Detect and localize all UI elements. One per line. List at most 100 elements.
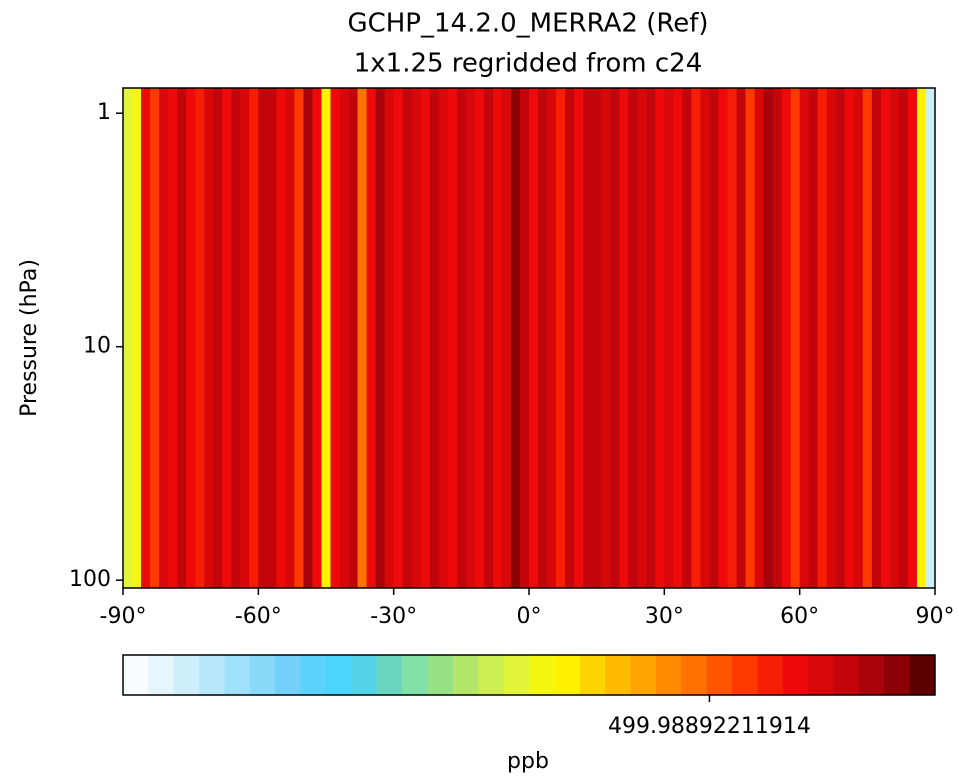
colorbar-swatch (275, 655, 302, 695)
heatmap-cell (150, 88, 160, 588)
heatmap-cell (384, 88, 395, 588)
heatmap-cell (610, 88, 620, 588)
heatmap-cell (745, 88, 755, 588)
heatmap-cell (132, 88, 142, 588)
heatmap-cell (375, 88, 386, 588)
heatmap-cell (402, 88, 413, 588)
heatmap-cell (907, 88, 918, 588)
colorbar-swatch (655, 655, 682, 695)
heatmap-cell (565, 88, 575, 588)
heatmap-cell (529, 88, 539, 588)
heatmap-cell (222, 88, 232, 588)
heatmap-cell (583, 88, 593, 588)
heatmap-cell (619, 88, 629, 588)
heatmap-cell (817, 88, 828, 588)
heatmap-cell (538, 88, 548, 588)
colorbar-swatch (173, 655, 200, 695)
heatmap-cell (871, 88, 882, 588)
colorbar-swatch (478, 655, 505, 695)
heatmap-cell (691, 88, 701, 588)
y-axis-label: Pressure (hPa) (17, 259, 42, 417)
heatmap-cell (898, 88, 909, 588)
colorbar-swatch (123, 655, 149, 695)
heatmap-cell (366, 88, 377, 588)
heatmap-cell (592, 88, 602, 588)
heatmap-cell (321, 88, 331, 588)
colorbar-swatch (554, 655, 581, 695)
heatmap-cell (709, 88, 719, 588)
chart-subtitle: 1x1.25 regridded from c24 (354, 49, 703, 79)
y-tick-label: 100 (69, 567, 111, 592)
heatmap-cell (655, 88, 665, 588)
heatmap-cell (186, 88, 196, 588)
heatmap-cell (168, 88, 178, 588)
colorbar-swatch (300, 655, 327, 695)
heatmap-cell (925, 88, 936, 588)
heatmap-cell (429, 88, 440, 588)
x-tick-label: -60° (235, 604, 282, 629)
heatmap-cell (781, 88, 792, 588)
colorbar-swatch (452, 655, 479, 695)
colorbar-swatch (326, 655, 352, 695)
heatmap-cell (556, 88, 566, 588)
colorbar-swatch (808, 655, 834, 695)
heatmap-cell (637, 88, 647, 588)
colorbar-swatch (503, 655, 530, 695)
y-tick-label: 1 (97, 100, 111, 125)
heatmap-cell (303, 88, 313, 588)
colorbar-swatch (249, 655, 276, 695)
heatmap-cell (727, 88, 737, 588)
heatmap-cell (646, 88, 656, 588)
heatmap-cell (664, 88, 674, 588)
y-tick-label: 10 (83, 334, 111, 359)
heatmap-cell (258, 88, 268, 588)
x-tick-label: 30° (645, 604, 684, 629)
heatmap-cell (862, 88, 873, 588)
heatmap-cell (231, 88, 241, 588)
heatmap-cell (294, 88, 304, 588)
heatmap-cell (159, 88, 169, 588)
heatmap-cell (195, 88, 205, 588)
colorbar-swatch (909, 655, 936, 695)
heatmap-cell (339, 88, 349, 588)
colorbar-swatch (732, 655, 758, 695)
heatmap-cell (267, 88, 277, 588)
heatmap-cell (285, 88, 295, 588)
colorbar-swatch (199, 655, 225, 695)
heatmap-cell (411, 88, 422, 588)
colorbar-label: ppb (507, 749, 549, 774)
colorbar-swatch (630, 655, 657, 695)
colorbar-swatch (681, 655, 708, 695)
heatmap-cell (447, 88, 458, 588)
heatmap-cell (889, 88, 900, 588)
colorbar-frame (122, 654, 936, 696)
heatmap-cell (357, 88, 367, 588)
heatmap-cell (348, 88, 358, 588)
heatmap-cell (799, 88, 810, 588)
heatmap-cell (790, 88, 801, 588)
colorbar-swatch (858, 655, 885, 695)
heatmap-cell (700, 88, 710, 588)
heatmap-cell (519, 88, 530, 588)
heatmap-cell (880, 88, 891, 588)
colorbar-swatch (529, 655, 555, 695)
heatmap-cell (736, 88, 746, 588)
x-tick-label: 60° (780, 604, 819, 629)
heatmap-cell (501, 88, 512, 588)
colorbar-swatch (833, 655, 860, 695)
colorbar-swatch (757, 655, 784, 695)
heatmap-cell (835, 88, 846, 588)
heatmap-cell (853, 88, 864, 588)
heatmap-cell (916, 88, 927, 588)
heatmap-cell (330, 88, 340, 588)
colorbar-swatch (148, 655, 175, 695)
heatmap-cell (601, 88, 611, 588)
heatmap-cell (574, 88, 584, 588)
x-tick-label: -30° (370, 604, 417, 629)
colorbar-swatch (402, 655, 428, 695)
colorbar-swatch (884, 655, 911, 695)
x-tick-label: 90° (916, 604, 955, 629)
heatmap-cell (483, 88, 494, 588)
heatmap-cell (213, 88, 223, 588)
heatmap-cell (204, 88, 214, 588)
